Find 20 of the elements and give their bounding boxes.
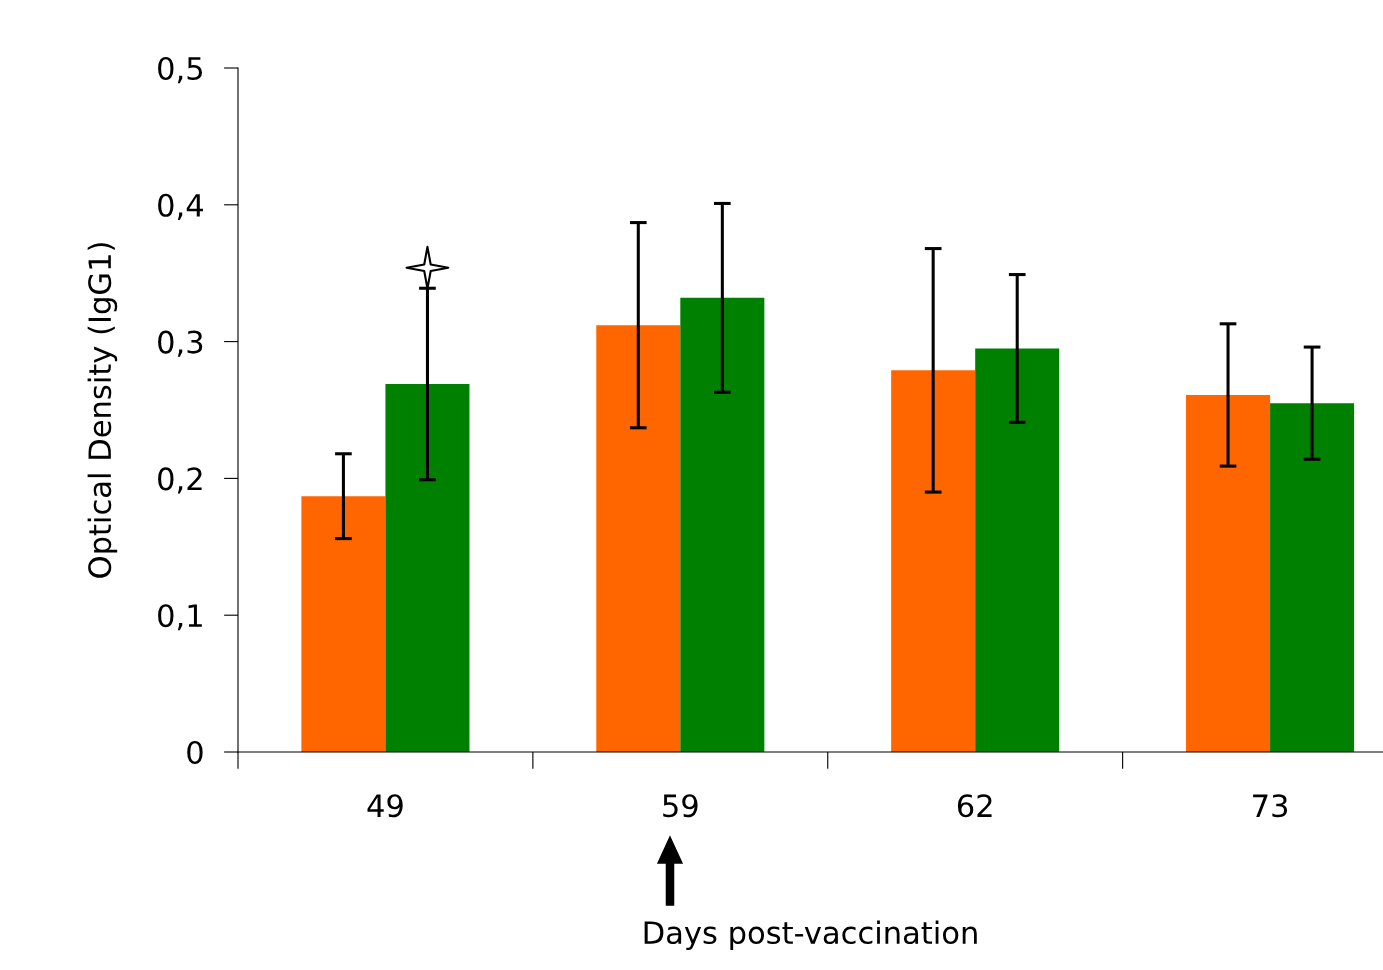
bar [1270, 403, 1355, 752]
x-tick-label: 59 [663, 794, 698, 818]
bar [596, 325, 681, 752]
x-tick-label: 62 [957, 794, 992, 818]
x-axis-title: Days post-vaccination [644, 920, 977, 951]
y-tick-label: 0,3 [158, 330, 203, 357]
y-tick-label: 0 [187, 740, 203, 765]
x-tick-label: 73 [1253, 794, 1288, 818]
bar [385, 384, 470, 752]
bar [1186, 394, 1271, 752]
bar [975, 348, 1060, 752]
bar [891, 370, 976, 752]
y-axis-title: Optical Density (IgG1) [87, 243, 118, 578]
bar [301, 496, 386, 752]
x-tick-label: 49 [367, 794, 403, 818]
y-tick-label: 0,4 [158, 193, 203, 220]
y-tick-label: 0,2 [158, 467, 202, 494]
y-tick-label: 0,1 [158, 604, 202, 631]
y-tick-label: 0,5 [158, 56, 202, 84]
bar [680, 297, 765, 752]
